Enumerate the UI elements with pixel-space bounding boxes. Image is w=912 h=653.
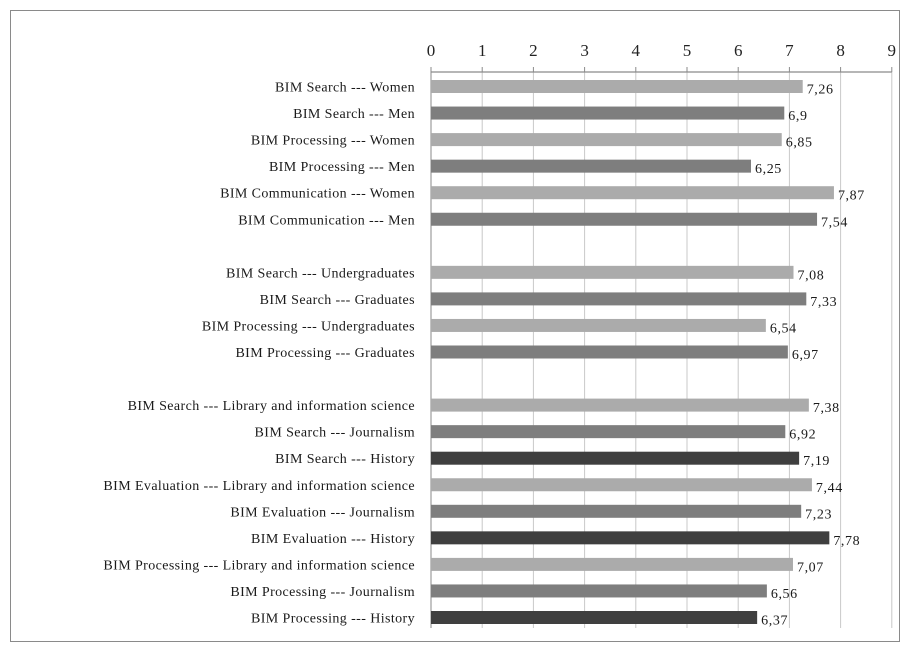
bar (431, 584, 767, 598)
data-label: 6,9 (788, 109, 807, 124)
x-tick-label: 8 (836, 41, 845, 60)
data-label: 7,19 (803, 454, 830, 469)
category-label: BIM Processing --- History (251, 612, 415, 627)
data-label: 7,23 (805, 507, 832, 522)
bar (431, 186, 834, 200)
category-label: BIM Communication --- Men (238, 213, 415, 228)
bars (431, 80, 834, 624)
category-label: BIM Search --- History (275, 452, 415, 467)
bar (431, 531, 830, 545)
bar (431, 80, 803, 93)
x-tick-label: 9 (888, 41, 897, 60)
category-label: BIM Processing --- Graduates (235, 346, 415, 361)
category-label: BIM Processing --- Library and informati… (103, 558, 415, 573)
data-label: 7,07 (797, 560, 824, 575)
data-label: 7,08 (797, 268, 824, 283)
x-tick-labels: 0 1 2 3 4 5 6 7 8 9 (427, 41, 896, 60)
bar (431, 504, 802, 518)
data-label: 6,97 (792, 348, 819, 363)
category-label: BIM Search --- Journalism (255, 426, 415, 441)
bar (431, 159, 751, 173)
category-label: BIM Evaluation --- Journalism (230, 505, 415, 520)
category-label: BIM Evaluation --- Library and informati… (103, 479, 415, 494)
data-labels: 7,266,9 6,85 6,25 7,87 7,54 7,08 7,33 6,54 6,97 7… (755, 83, 865, 629)
bar (431, 398, 809, 412)
x-tick-label: 4 (632, 41, 641, 60)
category-label: BIM Processing --- Journalism (230, 585, 415, 600)
bar (431, 425, 786, 439)
category-label: BIM Search --- Undergraduates (226, 266, 415, 281)
category-label: BIM Search --- Men (293, 107, 415, 122)
category-label: BIM Search --- Library and information s… (128, 399, 415, 414)
category-label: BIM Search --- Graduates (260, 293, 415, 308)
data-label: 7,87 (838, 189, 865, 204)
x-tick-label: 3 (580, 41, 589, 60)
bar (431, 106, 785, 120)
x-tick-label: 5 (683, 41, 692, 60)
data-label: 6,92 (789, 428, 816, 443)
data-label: 6,54 (770, 321, 797, 336)
category-label: BIM Communication --- Women (220, 187, 415, 202)
x-tick-label: 1 (478, 41, 487, 60)
x-tick-label: 6 (734, 41, 743, 60)
data-label: 7,54 (821, 215, 848, 230)
bar (431, 292, 807, 306)
data-label: 6,37 (761, 614, 788, 629)
bar (431, 478, 812, 492)
bar (431, 557, 793, 571)
category-label: BIM Processing --- Undergraduates (202, 319, 415, 334)
category-labels: BIM Search --- Women BIM Search --- Men BI… (103, 81, 415, 627)
bar (431, 133, 782, 147)
bar (431, 212, 818, 226)
category-label: BIM Processing --- Women (251, 134, 415, 149)
bar (431, 345, 788, 359)
bar (431, 318, 766, 332)
bar (431, 611, 758, 624)
category-label: BIM Evaluation --- History (251, 532, 415, 547)
bar (431, 265, 794, 279)
data-label: 6,85 (786, 136, 813, 151)
x-tick-label: 2 (529, 41, 538, 60)
bar (431, 451, 800, 465)
data-label: 6,56 (771, 587, 798, 602)
data-label: 6,25 (755, 162, 782, 177)
category-label: BIM Search --- Women (275, 81, 415, 96)
x-tick-label: 0 (427, 41, 436, 60)
data-label: 7,26 (807, 83, 834, 98)
category-label: BIM Processing --- Men (269, 160, 415, 175)
data-label: 7,33 (810, 295, 837, 310)
data-label: 7,44 (816, 481, 843, 496)
x-tick-label: 7 (785, 41, 794, 60)
data-label: 7,78 (833, 534, 860, 549)
data-label: 7,38 (813, 401, 840, 416)
